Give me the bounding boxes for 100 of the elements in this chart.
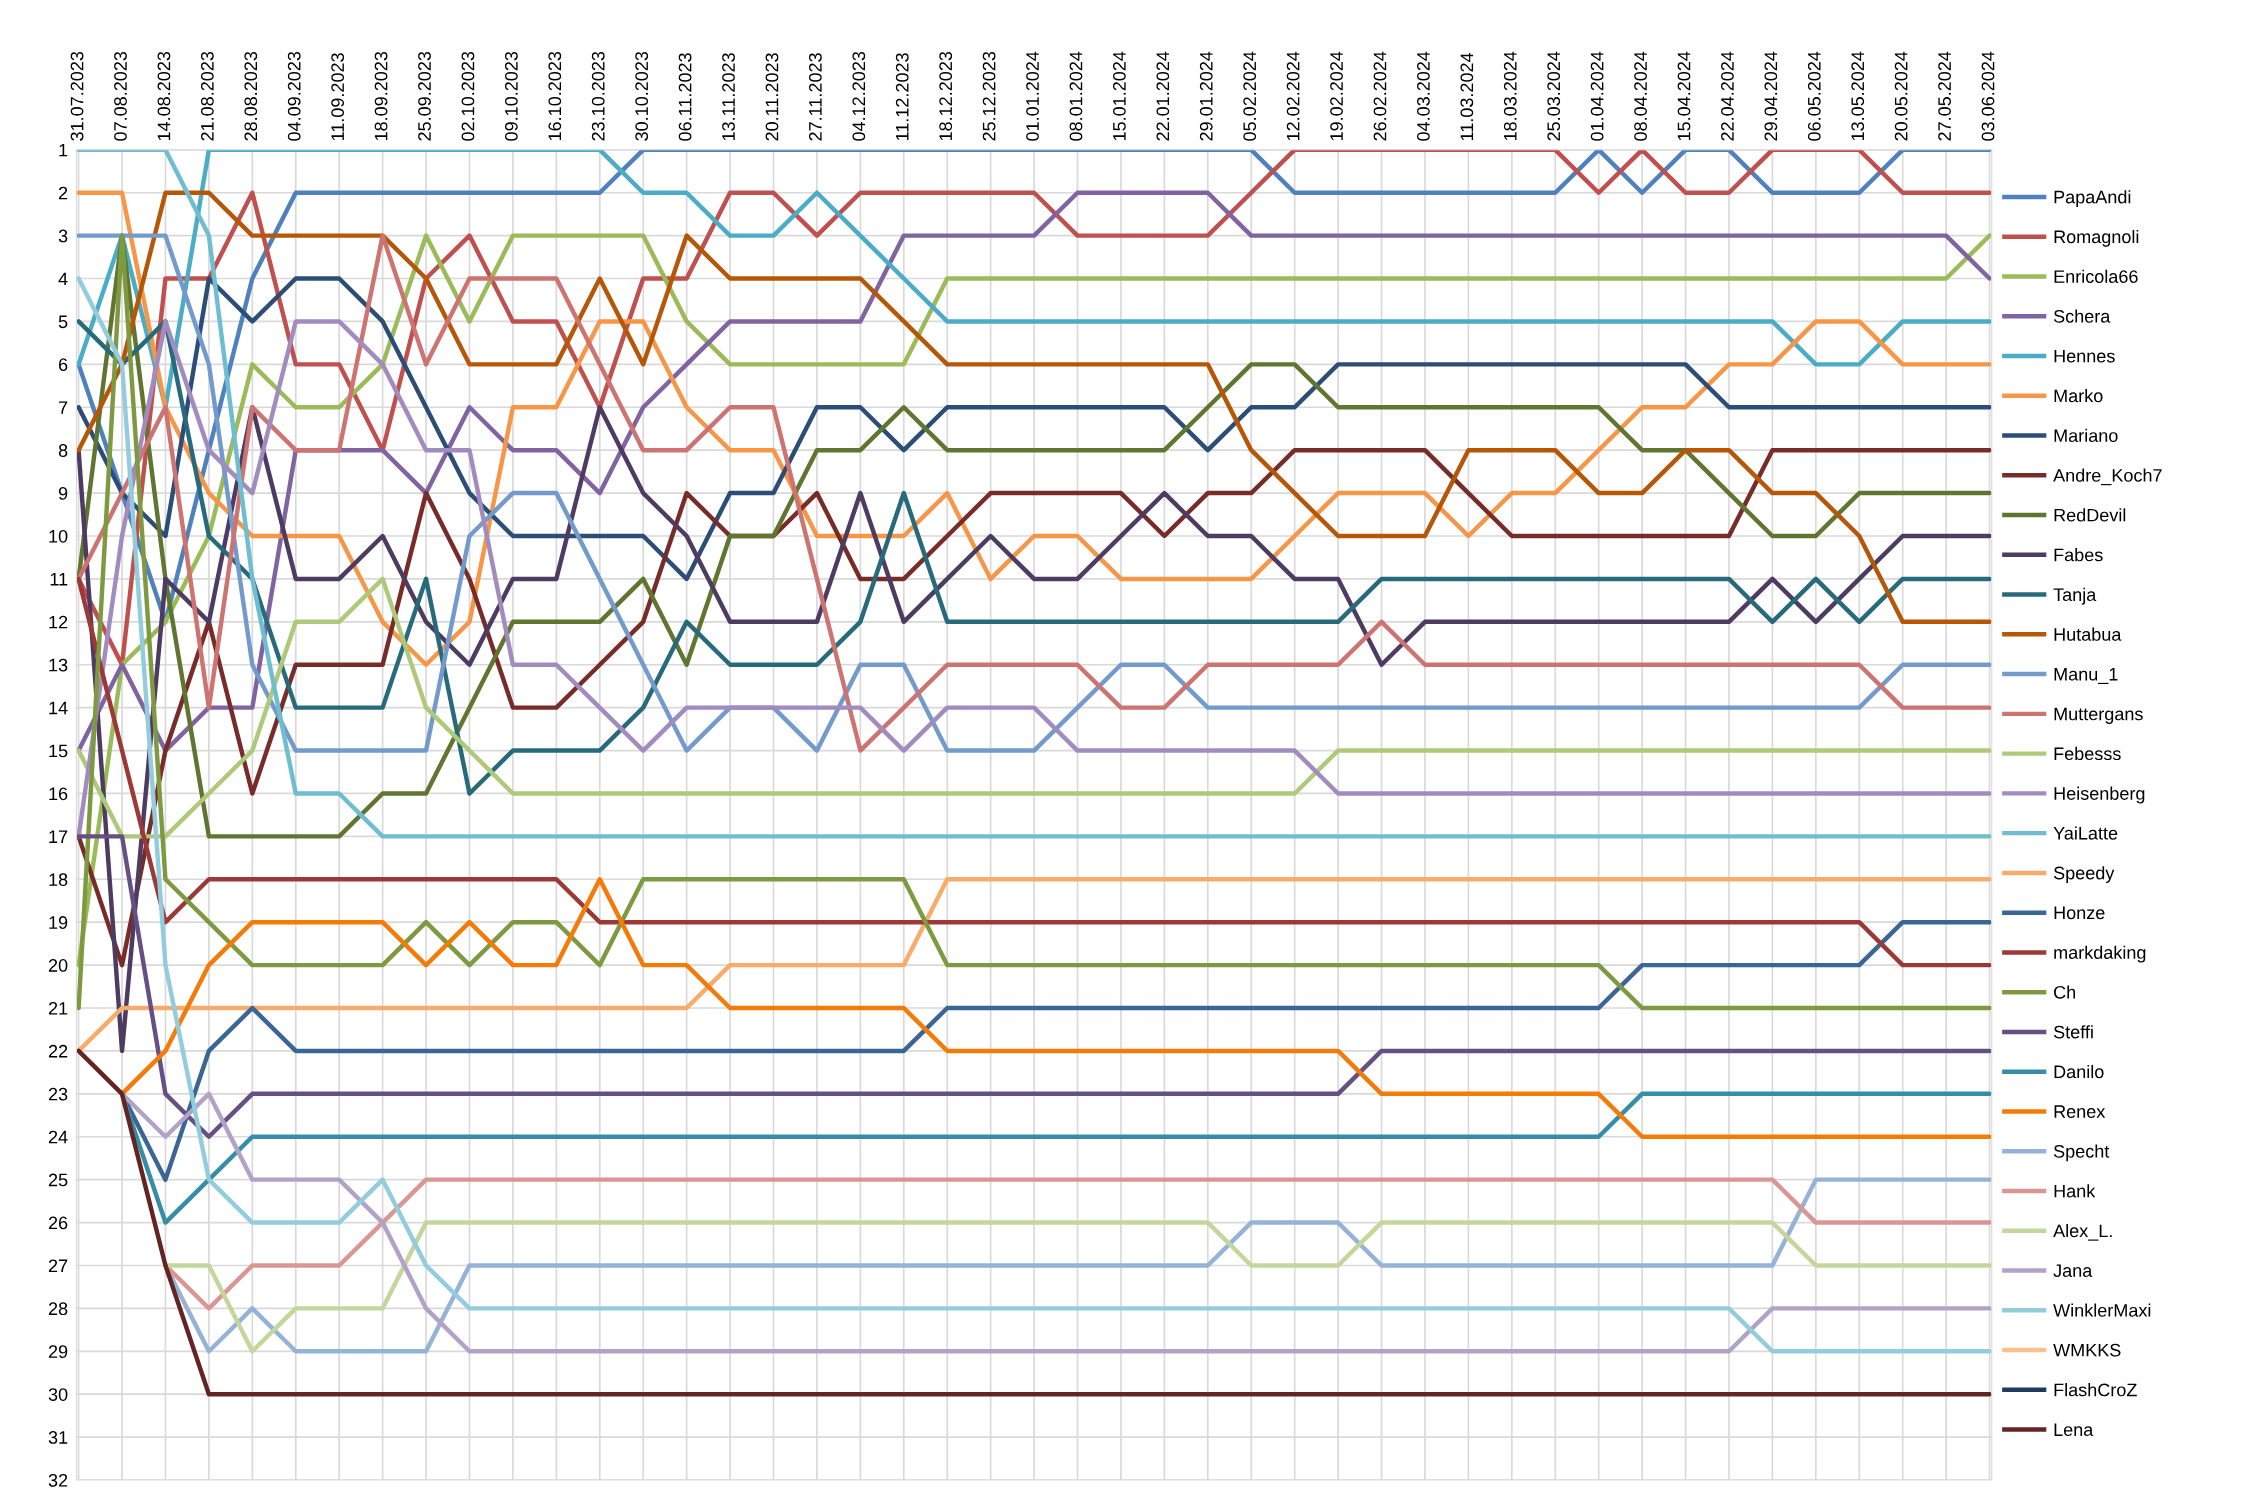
x-tick-label: 29.04.2024 <box>1764 51 1778 141</box>
legend-label: Schera <box>2053 309 2111 323</box>
x-tick-label: 22.01.2024 <box>1156 51 1170 141</box>
y-tick-label: 18 <box>49 873 68 886</box>
x-tick-label: 02.10.2023 <box>461 51 475 141</box>
y-tick-label: 17 <box>49 830 68 843</box>
y-tick-label: 25 <box>48 1173 68 1187</box>
y-tick-label: 1 <box>59 143 68 157</box>
y-tick-label: 20 <box>48 959 68 972</box>
x-tick-label: 01.04.2024 <box>1590 51 1604 141</box>
y-tick-label: 31 <box>48 1431 68 1444</box>
x-tick-label: 06.11.2023 <box>678 53 692 141</box>
legend-label: Febesss <box>2054 746 2121 761</box>
x-tick-label: 12.02.2024 <box>1286 51 1300 141</box>
legend-label: Andre_Koch7 <box>2053 468 2162 486</box>
x-tick-label: 15.04.2024 <box>1677 51 1691 141</box>
y-tick-label: 26 <box>48 1216 68 1230</box>
legend-label: Hutabua <box>2054 627 2122 641</box>
legend-label: YaiLatte <box>2053 826 2118 840</box>
x-tick-label: 29.01.2024 <box>1199 51 1213 141</box>
y-tick-label: 9 <box>58 487 68 500</box>
y-tick-label: 12 <box>49 615 68 629</box>
legend-label: Tanja <box>2053 587 2097 605</box>
x-tick-label: 18.03.2024 <box>1503 51 1517 141</box>
legend-label: Hennes <box>2054 349 2115 363</box>
y-tick-label: 2 <box>58 186 68 200</box>
legend-label: Mariano <box>2054 428 2118 443</box>
legend-label: Hank <box>2054 1184 2096 1198</box>
legend-label: Danilo <box>2054 1064 2104 1079</box>
y-tick-label: 16 <box>49 787 68 801</box>
x-tick-label: 21.08.2023 <box>200 51 214 141</box>
x-tick-label: 04.03.2024 <box>1417 51 1430 141</box>
x-tick-label: 31.07.2023 <box>70 51 84 141</box>
x-tick-label: 07.08.2023 <box>114 51 127 141</box>
x-tick-label: 16.10.2023 <box>548 51 562 141</box>
legend-label: Alex_L. <box>2053 1223 2112 1241</box>
legend-label: Manu_1 <box>2054 667 2118 684</box>
x-tick-label: 30.10.2023 <box>635 51 649 141</box>
x-tick-label: 01.01.2024 <box>1026 51 1039 141</box>
x-tick-label: 11.12.2023 <box>895 53 909 141</box>
y-tick-label: 19 <box>49 916 68 929</box>
y-tick-label: 27 <box>48 1259 68 1273</box>
x-tick-label: 20.05.2024 <box>1894 51 1908 141</box>
y-tick-label: 5 <box>58 315 68 329</box>
x-tick-label: 13.05.2024 <box>1851 51 1865 141</box>
x-tick-label: 09.10.2023 <box>504 51 518 141</box>
x-tick-label: 25.09.2023 <box>418 51 431 141</box>
legend-label: FlashCroZ <box>2054 1383 2137 1397</box>
y-tick-label: 8 <box>58 444 68 457</box>
legend-label: WMKKS <box>2053 1343 2121 1357</box>
x-tick-label: 23.10.2023 <box>591 51 605 141</box>
x-tick-label: 18.12.2023 <box>939 51 953 141</box>
y-tick-label: 14 <box>49 701 68 715</box>
x-tick-label: 22.04.2024 <box>1721 51 1734 141</box>
x-tick-label: 11.03.2024 <box>1460 52 1474 141</box>
x-tick-label: 03.06.2024 <box>1981 51 1995 141</box>
y-tick-label: 15 <box>49 744 68 758</box>
legend-label: Lena <box>2054 1423 2094 1437</box>
x-tick-label: 11.09.2023 <box>331 53 345 141</box>
x-tick-label: 15.01.2024 <box>1113 51 1126 141</box>
x-tick-label: 20.11.2023 <box>765 53 779 141</box>
x-tick-label: 13.11.2023 <box>722 53 735 141</box>
x-tick-label: 26.02.2024 <box>1373 51 1387 141</box>
legend-label: Steffi <box>2053 1025 2093 1039</box>
y-tick-label: 30 <box>48 1388 68 1401</box>
x-tick-label: 19.02.2024 <box>1330 51 1343 141</box>
legend-label: Speedy <box>2053 866 2115 883</box>
x-tick-label: 14.08.2023 <box>157 51 171 141</box>
y-tick-label: 6 <box>58 358 68 372</box>
x-tick-label: 05.02.2024 <box>1243 51 1257 141</box>
x-tick-label: 08.04.2024 <box>1634 51 1647 141</box>
y-tick-label: 32 <box>48 1473 68 1487</box>
x-tick-label: 06.05.2024 <box>1807 51 1821 141</box>
legend-label: Fabes <box>2054 548 2103 562</box>
y-tick-label: 11 <box>50 573 68 586</box>
legend-label: Jana <box>2053 1264 2093 1278</box>
x-tick-label: 27.11.2023 <box>808 53 822 141</box>
legend-label: markdaking <box>2054 945 2146 963</box>
legend-label: Ch <box>2054 985 2076 999</box>
legend-label: Specht <box>2053 1144 2110 1162</box>
y-tick-label: 29 <box>48 1345 68 1359</box>
x-tick-label: 04.12.2023 <box>852 51 866 141</box>
legend-label: Renex <box>2054 1105 2106 1118</box>
legend-label: Romagnoli <box>2054 229 2139 247</box>
legend-label: RedDevil <box>2054 508 2126 522</box>
legend-label: Marko <box>2054 389 2103 403</box>
x-tick-label: 28.08.2023 <box>244 51 258 141</box>
x-tick-label: 08.01.2024 <box>1069 51 1083 141</box>
y-tick-label: 4 <box>58 272 68 286</box>
legend-label: Muttergans <box>2054 707 2143 724</box>
y-tick-label: 23 <box>48 1087 68 1101</box>
y-tick-label: 10 <box>49 529 68 543</box>
x-tick-label: 04.09.2023 <box>287 51 301 141</box>
legend-label: Enricola66 <box>2054 269 2138 283</box>
legend-label: Honze <box>2054 906 2105 920</box>
y-tick-label: 22 <box>48 1044 68 1058</box>
y-tick-label: 13 <box>49 658 68 672</box>
y-tick-label: 24 <box>48 1130 68 1144</box>
y-tick-label: 21 <box>48 1001 68 1015</box>
y-tick-label: 3 <box>58 229 68 243</box>
